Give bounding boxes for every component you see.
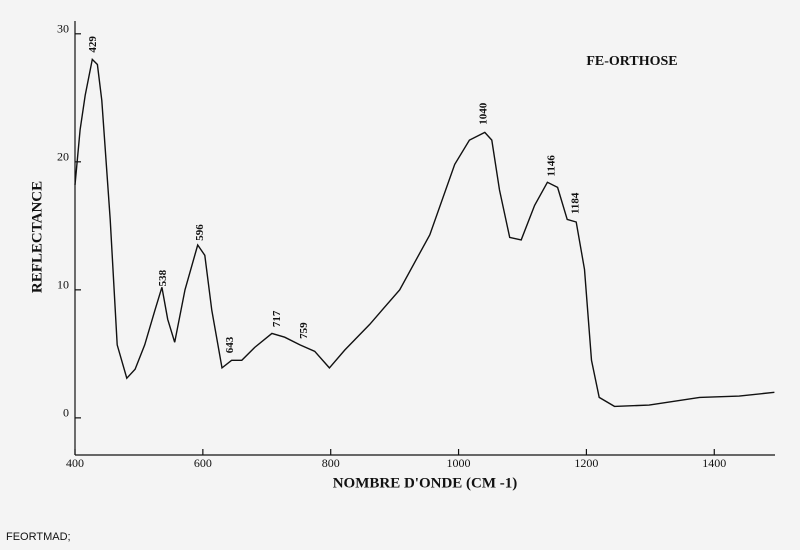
peak-label: 538 <box>157 269 169 286</box>
x-tick-label: 800 <box>322 456 340 470</box>
chart-title: FE-ORTHOSE <box>586 54 677 69</box>
x-tick-label: 1200 <box>574 456 598 470</box>
y-tick-label: 30 <box>57 22 69 36</box>
x-axis-label: NOMBRE D'ONDE (CM -1) <box>333 475 518 491</box>
y-tick-label: 10 <box>57 278 69 292</box>
peak-label: 1184 <box>570 192 582 214</box>
peak-label: 643 <box>224 336 236 353</box>
x-tick-label: 400 <box>66 456 84 470</box>
peak-label: 759 <box>298 322 310 339</box>
peak-label: 717 <box>271 310 283 327</box>
peak-label: 1040 <box>478 102 490 125</box>
peak-label: 596 <box>194 224 206 241</box>
spectrum-line <box>74 57 775 408</box>
footer: FEORTMAD; <box>6 531 71 543</box>
peak-label: 429 <box>87 36 99 53</box>
peak-label: 1146 <box>545 155 557 177</box>
y-tick-label: 0 <box>63 406 69 420</box>
y-axis-label: REFLECTANCE <box>29 181 45 293</box>
x-tick-label: 1000 <box>447 456 471 470</box>
x-tick-label: 1400 <box>702 456 726 470</box>
x-tick-label: 600 <box>194 456 212 470</box>
y-tick-label: 20 <box>57 150 69 164</box>
